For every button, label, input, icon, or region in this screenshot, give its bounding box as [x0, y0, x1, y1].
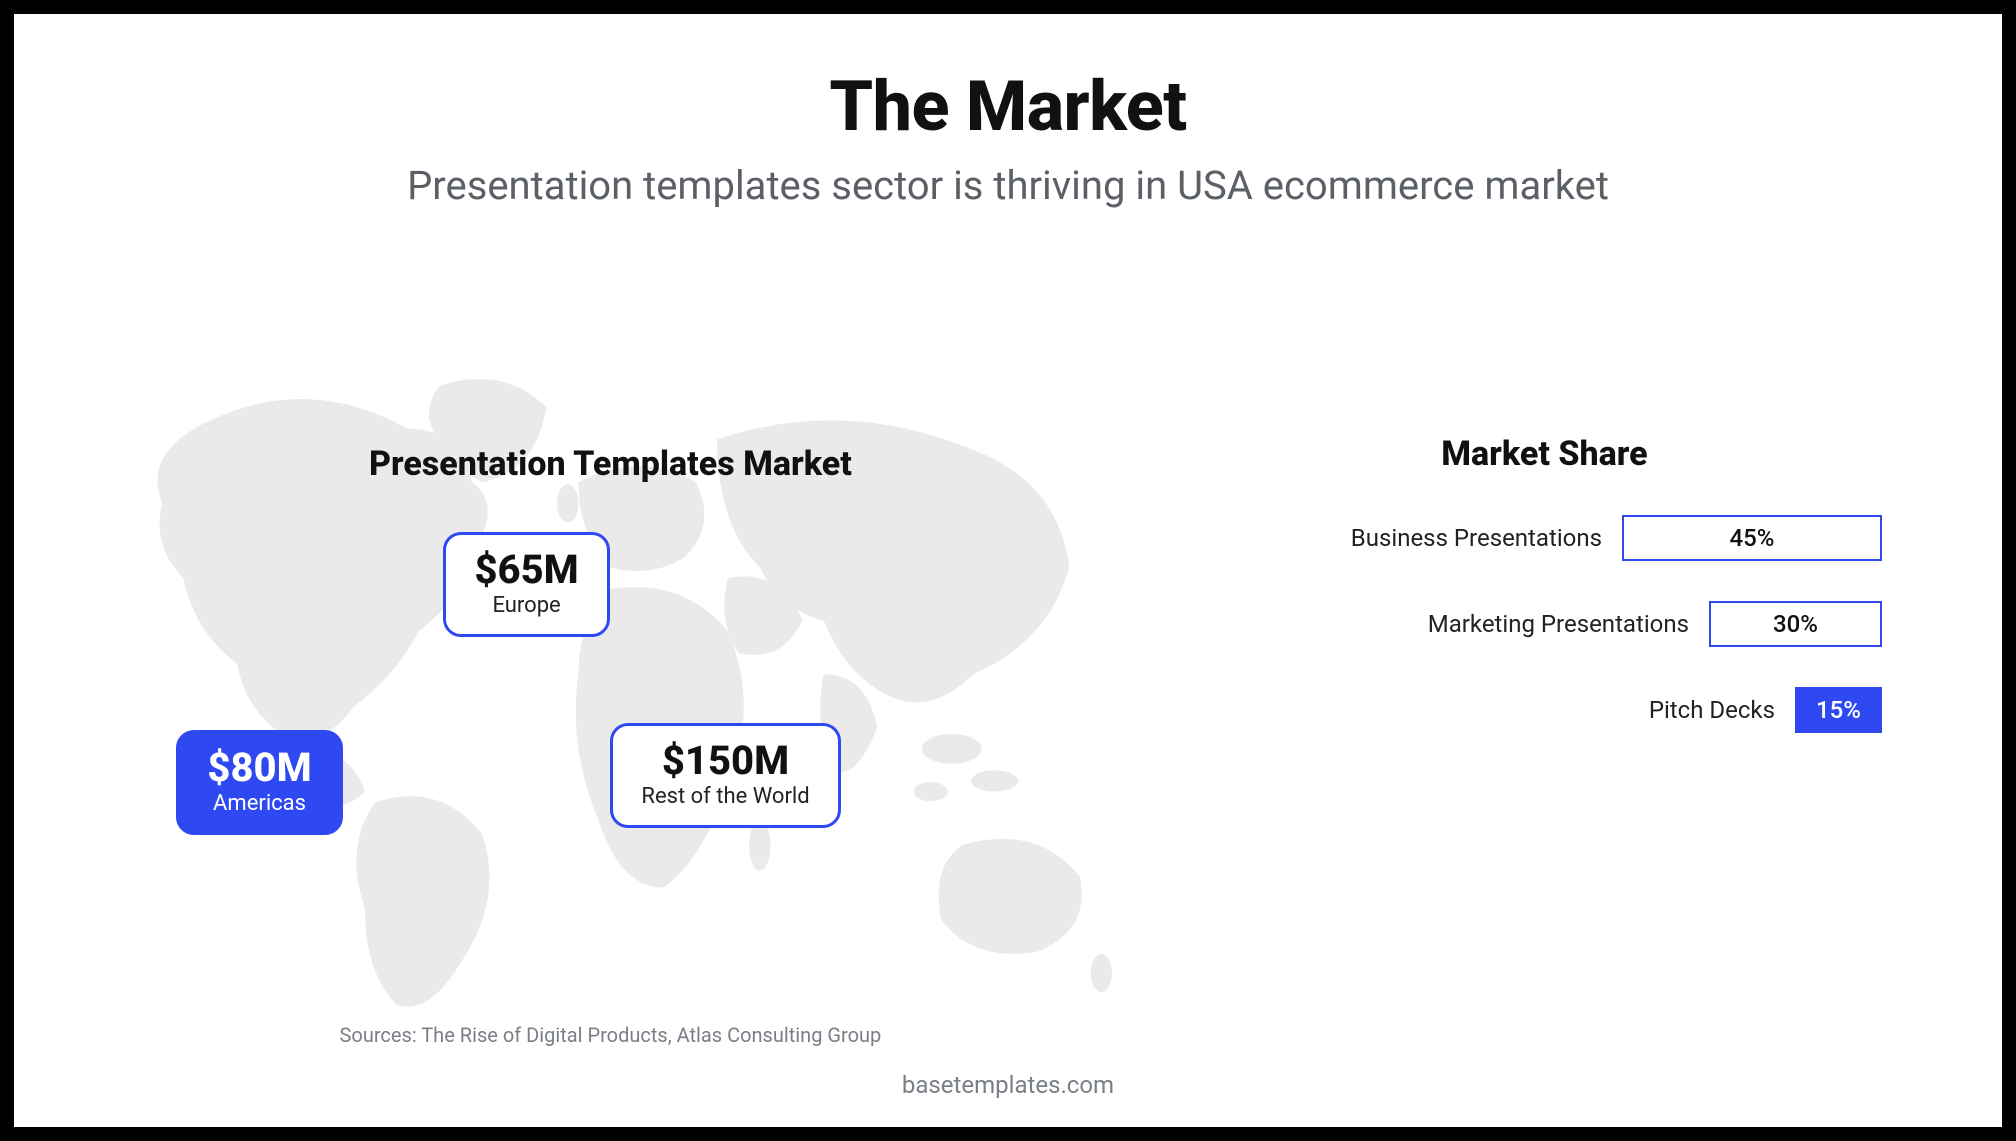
region-label-europe: Europe [474, 593, 578, 618]
market-share-row: Pitch Decks 15% [1207, 686, 1882, 734]
map-panel: Presentation Templates Market $80M Ameri… [14, 314, 1207, 1037]
region-value-europe: $65M [474, 549, 578, 591]
map-section-title: Presentation Templates Market [54, 444, 1167, 484]
footer-text: basetemplates.com [14, 1071, 2002, 1099]
market-share-bar: 15% [1795, 687, 1882, 733]
market-share-row: Marketing Presentations 30% [1207, 600, 1882, 648]
market-share-row: Business Presentations 45% [1207, 514, 1882, 562]
market-share-panel: Market Share Business Presentations 45% Ma… [1207, 314, 2002, 1037]
slide-outer: The Market Presentation templates sector… [0, 0, 2016, 1141]
market-share-label: Pitch Decks [1649, 696, 1775, 724]
market-share-label: Marketing Presentations [1428, 610, 1689, 638]
region-card-americas: $80M Americas [176, 730, 342, 835]
map-wrap: Presentation Templates Market $80M Ameri… [54, 354, 1167, 1037]
page-subtitle: Presentation templates sector is thrivin… [14, 162, 2002, 209]
region-value-rest-of-world: $150M [641, 740, 809, 782]
sources-text: Sources: The Rise of Digital Products, A… [54, 1023, 1167, 1047]
content-area: Presentation Templates Market $80M Ameri… [14, 314, 2002, 1037]
slide: The Market Presentation templates sector… [8, 8, 2008, 1133]
market-share-rows: Business Presentations 45% Marketing Prese… [1207, 514, 1882, 772]
region-label-rest-of-world: Rest of the World [641, 784, 809, 809]
market-share-bar: 45% [1622, 515, 1882, 561]
region-card-rest-of-world: $150M Rest of the World [610, 723, 840, 828]
market-share-label: Business Presentations [1351, 524, 1602, 552]
region-value-americas: $80M [207, 747, 311, 789]
market-share-bar: 30% [1709, 601, 1882, 647]
region-card-europe: $65M Europe [443, 532, 609, 637]
page-title: The Market [14, 66, 2002, 148]
market-share-title: Market Share [1207, 434, 1882, 474]
region-label-americas: Americas [207, 791, 311, 816]
